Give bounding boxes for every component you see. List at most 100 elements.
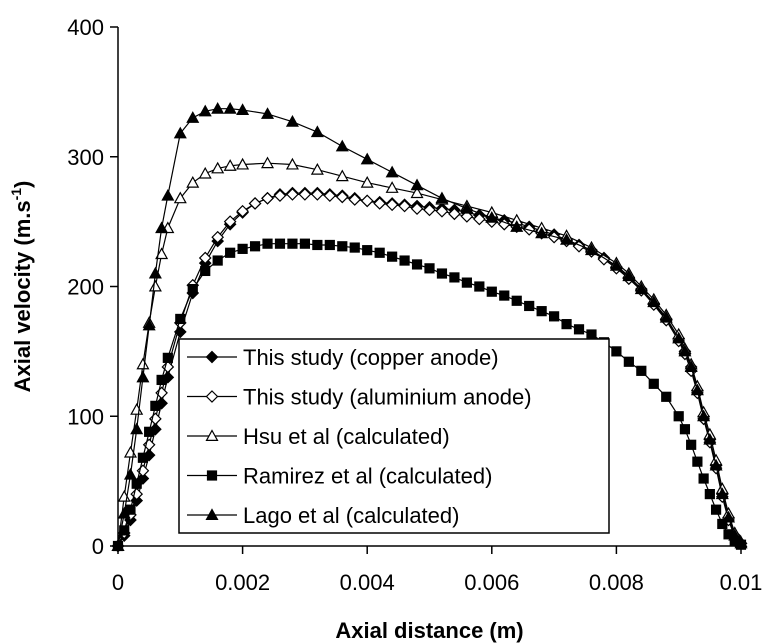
data-point-4-26	[535, 226, 549, 239]
data-point-3-52	[692, 456, 703, 467]
data-point-4-41	[715, 487, 729, 500]
data-point-4-30	[622, 269, 636, 282]
data-point-3-54	[704, 489, 715, 500]
data-point-3-10	[187, 283, 198, 295]
legend-label-3: Ramirez et al (calculated)	[243, 464, 492, 489]
y-axis-title-sup: -1	[8, 188, 24, 201]
data-point-3-28	[411, 259, 423, 270]
legend-item-0: This study (copper anode)	[187, 345, 499, 370]
legend: This study (copper anode) This study (alu…	[178, 338, 610, 534]
data-point-3-46	[636, 365, 647, 376]
legend-label-1: This study (aluminium anode)	[243, 385, 532, 410]
data-point-1-26	[385, 198, 399, 212]
legend-label-4: Lago et al (calculated)	[243, 503, 459, 528]
data-point-1-18	[286, 188, 299, 201]
y-axis-title-main: Axial velocity (m.s	[10, 200, 35, 392]
data-point-3-34	[486, 286, 497, 297]
y-tick-label-2: 200	[67, 275, 104, 300]
legend-marker-0	[205, 350, 219, 364]
data-point-3-49	[673, 411, 684, 422]
data-point-1-23	[348, 193, 362, 206]
data-point-4-40	[709, 458, 723, 471]
data-point-3-17	[274, 238, 286, 249]
data-point-4-35	[678, 344, 692, 357]
data-point-4-13	[223, 102, 237, 114]
data-point-3-1	[119, 525, 130, 536]
data-point-2-21	[410, 186, 424, 199]
data-point-3-36	[511, 295, 522, 306]
data-point-3-13	[225, 247, 236, 258]
data-point-4-10	[186, 111, 200, 123]
data-point-4-43	[728, 528, 742, 541]
data-point-4-39	[703, 432, 717, 445]
data-point-2-7	[155, 247, 169, 260]
data-point-3-21	[324, 239, 335, 251]
data-point-3-45	[623, 356, 634, 367]
x-tick-label-2: 0.004	[340, 570, 395, 595]
data-point-3-42	[586, 329, 597, 340]
data-point-4-31	[634, 282, 648, 295]
data-point-3-25	[374, 247, 385, 258]
data-point-4-11	[198, 104, 212, 117]
data-point-4-36	[684, 360, 698, 372]
data-point-3-33	[474, 281, 485, 292]
data-point-4-7	[155, 221, 169, 234]
data-point-3-44	[611, 346, 622, 357]
data-point-4-17	[310, 125, 324, 138]
x-tick-label-0: 0	[112, 570, 124, 595]
data-point-3-11	[200, 265, 211, 277]
data-point-1-32	[460, 210, 474, 223]
data-point-3-14	[237, 243, 248, 254]
axes-layer: 0 100 200 300 400 0 0.002 0.004 0.006 0.008 0.01 Ax…	[8, 15, 762, 643]
data-point-3-19	[299, 238, 310, 249]
data-point-4-37	[690, 383, 704, 396]
data-point-3-15	[249, 241, 261, 252]
data-point-3-6	[150, 400, 161, 411]
legend-item-4: Lago et al (calculated)	[187, 503, 459, 528]
legend-marker-3	[206, 470, 218, 481]
data-point-1-11	[198, 251, 212, 265]
data-point-4-25	[510, 220, 524, 232]
data-point-3-41	[573, 324, 585, 335]
data-point-1-21	[323, 189, 337, 203]
data-point-3-26	[387, 251, 398, 262]
data-point-3-56	[717, 518, 728, 530]
data-point-3-38	[536, 306, 547, 317]
data-point-2-18	[335, 169, 349, 182]
data-point-1-17	[273, 189, 287, 203]
data-point-4-4	[136, 370, 150, 383]
data-point-3-39	[548, 311, 560, 322]
data-point-1-33	[472, 212, 486, 226]
data-point-1-15	[248, 197, 262, 210]
data-point-4-19	[360, 152, 374, 165]
data-point-2-19	[360, 175, 374, 188]
data-point-1-14	[236, 204, 249, 218]
data-point-1-16	[261, 191, 274, 205]
data-point-4-38	[697, 409, 711, 422]
legend-item-3: Ramirez et al (calculated)	[187, 464, 492, 489]
y-tick-label-3: 300	[67, 145, 104, 170]
data-point-4-22	[435, 191, 449, 204]
data-point-2-6	[148, 279, 162, 292]
data-point-1-29	[423, 203, 436, 217]
data-point-3-12	[212, 255, 223, 266]
legend-label-2: Hsu et al (calculated)	[243, 424, 450, 449]
data-point-4-20	[385, 165, 399, 178]
data-point-2-15	[261, 156, 275, 169]
data-point-3-20	[312, 239, 323, 251]
data-point-1-25	[373, 197, 387, 210]
data-point-2-11	[198, 166, 212, 179]
legend-label-0: This study (copper anode)	[243, 345, 499, 370]
data-point-2-10	[186, 175, 200, 188]
data-point-4-5	[142, 318, 156, 331]
x-tick-label-1: 0.002	[215, 570, 270, 595]
data-point-4-18	[335, 139, 349, 152]
data-point-3-27	[399, 255, 410, 266]
data-point-1-13	[223, 215, 237, 228]
data-point-2-12	[211, 161, 225, 174]
data-point-1-30	[435, 204, 449, 218]
data-point-4-42	[722, 510, 736, 523]
data-point-4-32	[647, 295, 661, 308]
data-point-3-4	[137, 452, 149, 463]
